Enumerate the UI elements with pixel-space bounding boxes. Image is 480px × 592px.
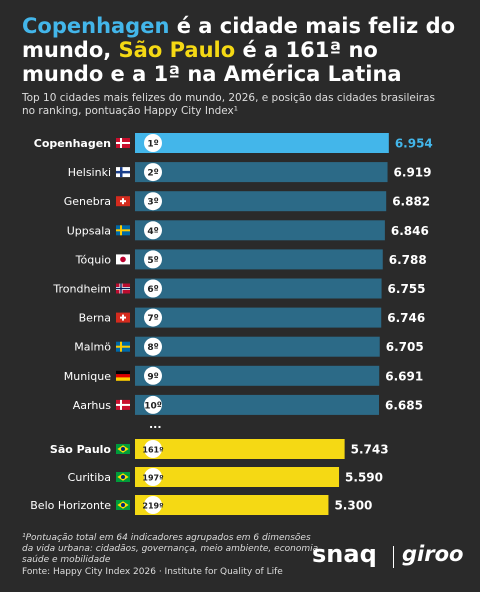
- rank-badge: [144, 496, 162, 514]
- logo: snaq: [312, 540, 377, 568]
- rank-label: 4º: [147, 227, 158, 237]
- footnote: ¹Pontuação total em 64 indicadores agrup…: [22, 533, 322, 565]
- subtitle: Top 10 cidades mais felizes do mundo, 20…: [22, 92, 435, 117]
- flag-part: [121, 503, 125, 507]
- flag-part: [121, 475, 125, 479]
- bar: [135, 162, 388, 183]
- rank-badge: [144, 468, 162, 486]
- category-label: Aarhus: [73, 399, 112, 412]
- rank-badge: [144, 163, 162, 182]
- bar: [135, 394, 380, 415]
- title: Copenhagen é a cidade mais feliz do mund…: [22, 14, 462, 86]
- flag-part: [116, 287, 130, 290]
- rank-label: 1º: [147, 140, 158, 150]
- flag-part: [120, 316, 126, 319]
- category-label: Trondheim: [52, 283, 111, 296]
- bar: [135, 439, 345, 459]
- flag-part: [116, 170, 130, 174]
- separator: [393, 546, 394, 568]
- category-label: São Paulo: [50, 443, 112, 456]
- rank-badge: [144, 192, 162, 211]
- value-label: 6.755: [388, 282, 426, 296]
- rank-label: 161º: [142, 446, 164, 455]
- flag-part: [120, 200, 126, 203]
- value-label: 6.705: [386, 340, 424, 354]
- rank-label: 197º: [142, 474, 164, 483]
- bar: [135, 220, 385, 241]
- rank-badge: [144, 366, 162, 385]
- value-label: 6.691: [385, 369, 423, 383]
- category-label: Helsinki: [68, 166, 111, 179]
- flag-part: [121, 447, 125, 451]
- category-label: Belo Horizonte: [30, 499, 111, 512]
- category-label: Berna: [79, 312, 111, 325]
- rank-label: 8º: [147, 343, 158, 353]
- category-label: Copenhagen: [34, 137, 111, 150]
- rank-badge: [144, 221, 162, 240]
- category-label: Genebra: [64, 195, 111, 208]
- value-label: 5.743: [351, 443, 389, 457]
- value-label: 5.300: [334, 499, 372, 513]
- flag-part: [116, 370, 130, 375]
- rank-badge: [144, 250, 162, 269]
- rank-label: 219º: [142, 502, 164, 511]
- flag-part: [116, 377, 130, 381]
- rank-badge: [144, 440, 162, 458]
- title-part: é a cidade mais feliz do mundo,: [22, 14, 456, 62]
- rank-label: 7º: [147, 314, 158, 324]
- title-part: é a 161ª no mundo e a 1ª na América Lati…: [22, 38, 402, 86]
- bar: [135, 249, 383, 270]
- flag-part: [116, 345, 130, 348]
- title-part: São Paulo: [118, 38, 236, 62]
- rank-badge: [144, 337, 162, 356]
- bar: [135, 133, 389, 153]
- bar: [135, 336, 380, 357]
- value-label: 6.882: [392, 195, 430, 209]
- value-label: 6.788: [389, 253, 427, 267]
- flag-part: [120, 256, 126, 263]
- rank-label: 9º: [147, 372, 158, 382]
- rank-badge: [144, 308, 162, 327]
- rank-label: 3º: [147, 198, 158, 208]
- gap-label: ...: [149, 418, 162, 431]
- rank-label: 2º: [147, 169, 158, 179]
- rank-label: 6º: [147, 285, 158, 295]
- value-label: 6.685: [385, 398, 423, 412]
- category-label: Munique: [64, 370, 111, 383]
- value-label: 6.919: [394, 166, 432, 180]
- value-label: 6.954: [395, 137, 433, 151]
- bar: [135, 278, 382, 299]
- flag-part: [116, 374, 130, 378]
- bar: [135, 191, 387, 212]
- bar: [135, 365, 380, 386]
- category-label: Tóquio: [75, 253, 112, 266]
- rank-badge: [144, 395, 162, 414]
- value-label: 6.746: [387, 311, 425, 325]
- logo: giroo: [402, 542, 464, 566]
- rank-badge: [144, 134, 162, 152]
- bar: [135, 307, 382, 328]
- title-part: Copenhagen: [22, 14, 170, 38]
- value-label: 5.590: [345, 471, 383, 485]
- rank-label: 5º: [147, 256, 158, 266]
- source: Fonte: Happy City Index 2026 · Institute…: [22, 567, 283, 577]
- category-label: Malmö: [74, 341, 111, 354]
- chart: Copenhagen 1º 6.954 Helsinki 2º 6.919 Genebra 3…: [30, 133, 433, 515]
- bar: [135, 467, 340, 487]
- flag-part: [116, 142, 130, 144]
- flag-part: [116, 229, 130, 232]
- rank-badge: [144, 279, 162, 298]
- category-label: Uppsala: [67, 224, 111, 237]
- value-label: 6.846: [391, 224, 429, 238]
- flag-part: [116, 403, 130, 406]
- rank-label: 10º: [144, 401, 162, 411]
- bar: [135, 495, 329, 515]
- category-label: Curitiba: [68, 471, 111, 484]
